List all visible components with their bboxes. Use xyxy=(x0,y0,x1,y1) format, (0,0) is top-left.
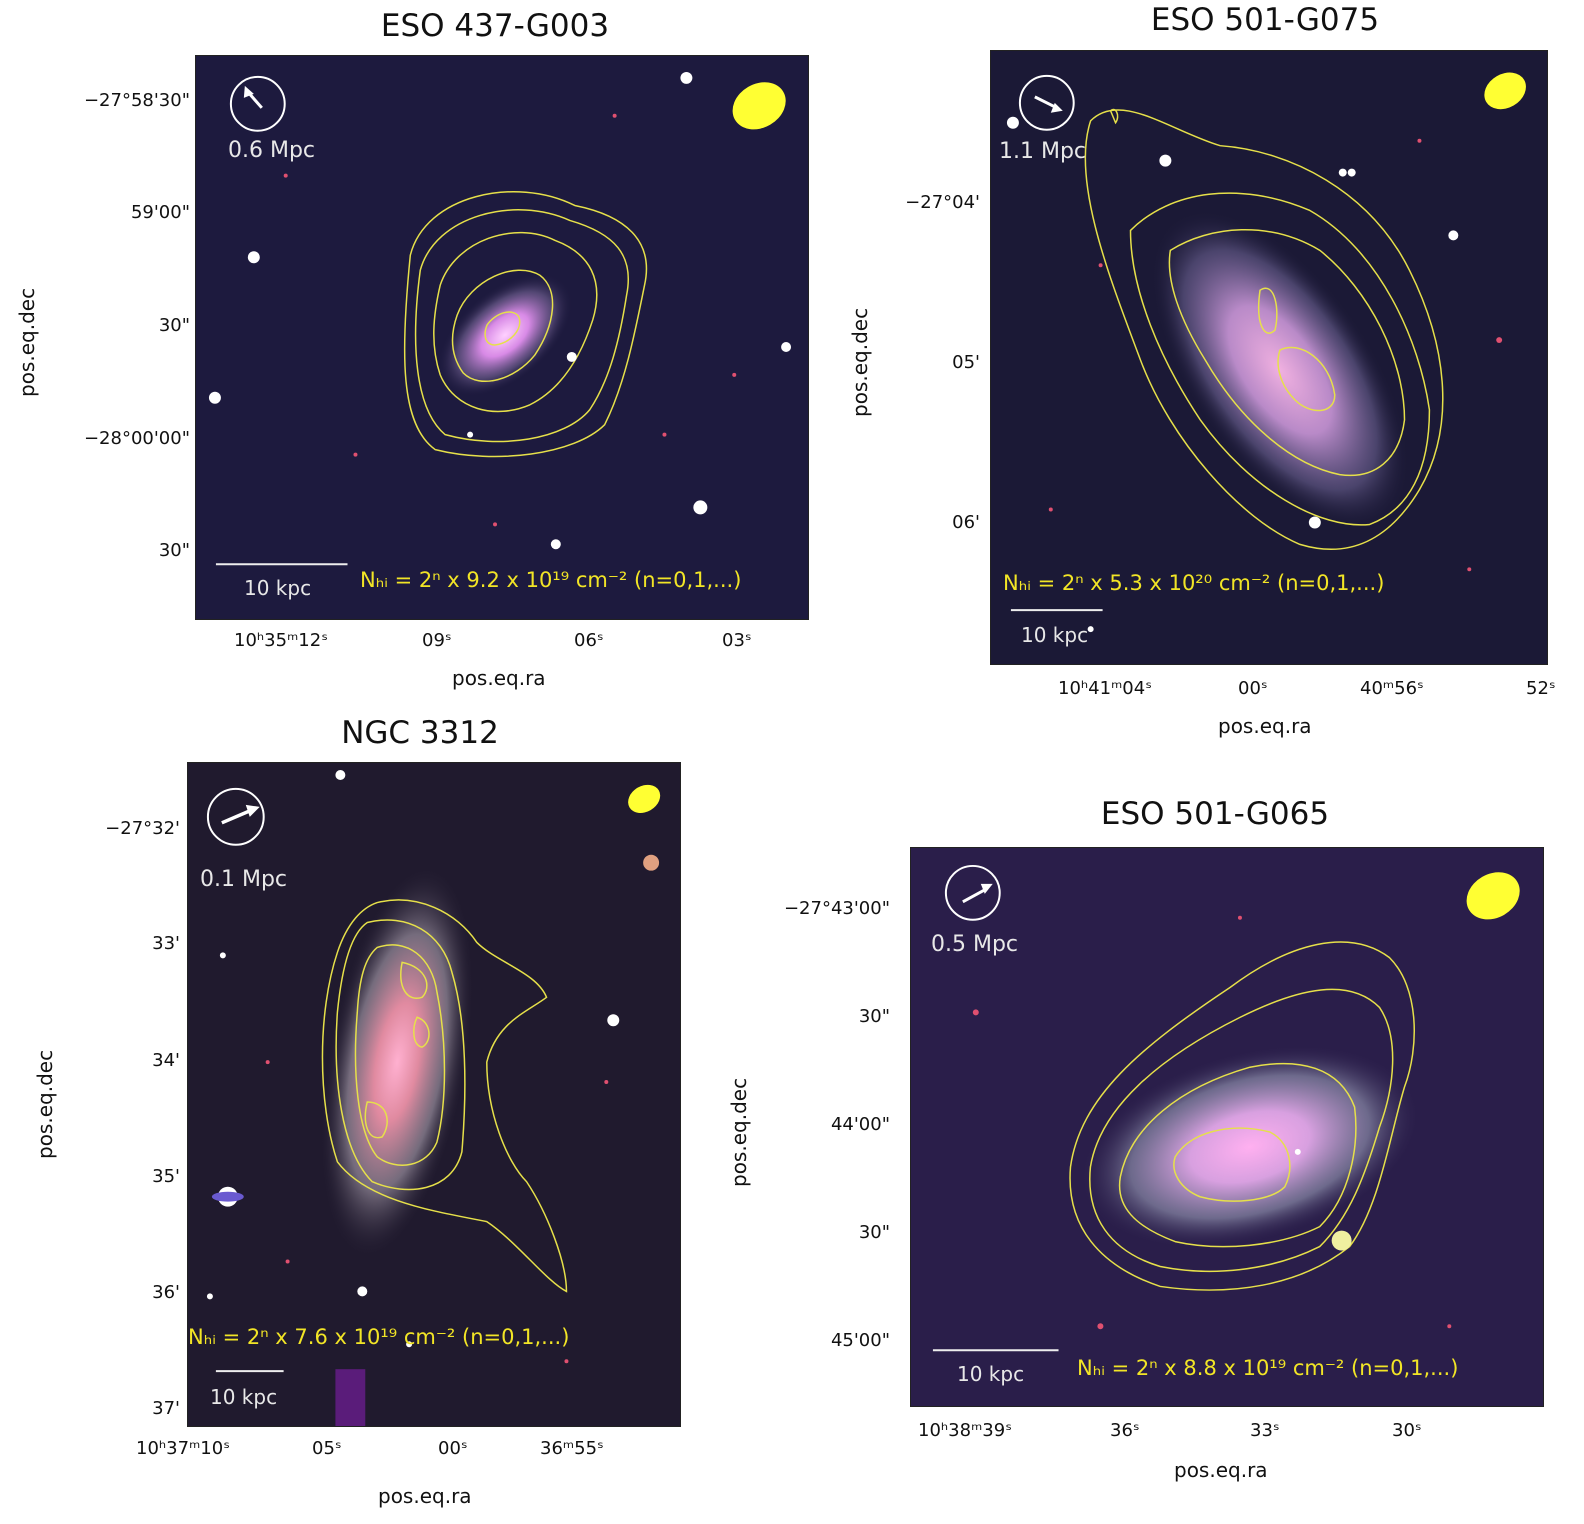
distance-label: 0.1 Mpc xyxy=(200,867,288,892)
y-tick-label: 59'00" xyxy=(130,202,190,223)
x-tick-label: 00ˢ xyxy=(438,1438,468,1459)
y-tick-label: −27°04' xyxy=(905,192,980,213)
x-tick-label: 52ˢ xyxy=(1526,678,1556,699)
x-tick-label: 06ˢ xyxy=(574,630,604,651)
y-tick-label: 36' xyxy=(152,1282,180,1303)
sky-image: 0.6 Mpc 10 kpc Nₕᵢ = 2ⁿ x 9.2 x 10¹⁹ cm⁻… xyxy=(195,55,809,620)
panel-title: ESO 437-G003 xyxy=(380,8,610,44)
x-axis-label: pos.eq.ra xyxy=(378,1484,472,1508)
x-tick-label: 05ˢ xyxy=(312,1438,342,1459)
y-tick-label: −27°58'30" xyxy=(83,90,190,111)
y-axis-label: pos.eq.dec xyxy=(15,287,39,397)
galaxy-image xyxy=(1006,72,1526,633)
x-tick-label: 33ˢ xyxy=(1250,1420,1280,1441)
compass-icon xyxy=(206,787,265,846)
beam-ellipse xyxy=(1466,872,1520,920)
x-tick-label: 36ˢ xyxy=(1110,1420,1140,1441)
x-tick-label: 30ˢ xyxy=(1392,1420,1422,1441)
y-tick-label: 33' xyxy=(152,933,180,954)
beam-ellipse xyxy=(732,82,786,130)
y-tick-label: 05' xyxy=(952,352,980,373)
nhi-label: Nₕᵢ = 2ⁿ x 8.8 x 10¹⁹ cm⁻² (n=0,1,...) xyxy=(1077,1356,1459,1380)
nhi-label: Nₕᵢ = 2ⁿ x 9.2 x 10¹⁹ cm⁻² (n=0,1,...) xyxy=(360,568,742,592)
beam-ellipse xyxy=(628,784,661,813)
galaxy-image xyxy=(206,769,661,1426)
y-tick-label: 30" xyxy=(858,1006,890,1027)
sky-image: 0.5 Mpc 10 kpc Nₕᵢ = 2ⁿ x 8.8 x 10¹⁹ cm⁻… xyxy=(910,847,1544,1407)
sky-image: 0.1 Mpc Nₕᵢ = 2ⁿ x 7.6 x 10¹⁹ cm⁻² (n=0,… xyxy=(187,762,681,1427)
y-tick-label: 45'00" xyxy=(830,1330,890,1351)
x-tick-label: 36ᵐ55ˢ xyxy=(540,1438,604,1459)
compass-icon xyxy=(1018,74,1075,131)
y-tick-label: 30" xyxy=(858,1222,890,1243)
y-tick-label: 35' xyxy=(152,1166,180,1187)
y-tick-label: 44'00" xyxy=(830,1114,890,1135)
y-tick-label: 37' xyxy=(152,1398,180,1419)
y-tick-label: −27°43'00" xyxy=(783,898,890,919)
panel-title: NGC 3312 xyxy=(341,715,499,751)
x-tick-label: 10ʰ35ᵐ12ˢ xyxy=(234,630,328,651)
y-tick-label: 06' xyxy=(952,512,980,533)
compass-icon xyxy=(944,864,1001,921)
x-tick-label: 10ʰ37ᵐ10ˢ xyxy=(136,1438,230,1459)
scale-bar-label: 10 kpc xyxy=(1021,623,1089,647)
nhi-label: Nₕᵢ = 2ⁿ x 7.6 x 10¹⁹ cm⁻² (n=0,1,...) xyxy=(188,1325,570,1349)
panel-title: ESO 501-G075 xyxy=(1150,2,1380,38)
beam-ellipse xyxy=(1484,72,1526,110)
nhi-label: Nₕᵢ = 2ⁿ x 5.3 x 10²⁰ cm⁻² (n=0,1,...) xyxy=(1003,571,1385,595)
x-tick-label: 10ʰ41ᵐ04ˢ xyxy=(1058,678,1152,699)
distance-label: 0.6 Mpc xyxy=(228,138,316,163)
compass-icon xyxy=(229,75,286,132)
y-tick-label: −27°32' xyxy=(105,818,180,839)
y-tick-label: 34' xyxy=(152,1050,180,1071)
x-tick-label: 09ˢ xyxy=(422,630,452,651)
sky-image: 1.1 Mpc Nₕᵢ = 2ⁿ x 5.3 x 10²⁰ cm⁻² (n=0,… xyxy=(990,50,1548,665)
panel-title: ESO 501-G065 xyxy=(1100,796,1330,832)
galaxy-image xyxy=(208,71,792,566)
distance-label: 1.1 Mpc xyxy=(999,139,1087,164)
galaxy-image xyxy=(932,864,1520,1352)
y-tick-label: 30" xyxy=(158,315,190,336)
x-tick-label: 40ᵐ56ˢ xyxy=(1360,678,1424,699)
scale-bar-label: 10 kpc xyxy=(957,1362,1025,1386)
distance-label: 0.5 Mpc xyxy=(931,932,1019,957)
scale-bar-label: 10 kpc xyxy=(244,576,312,600)
artifact-bar xyxy=(335,1369,366,1426)
x-tick-label: 00ˢ xyxy=(1238,678,1268,699)
x-axis-label: pos.eq.ra xyxy=(452,666,546,690)
x-tick-label: 10ʰ38ᵐ39ˢ xyxy=(918,1420,1012,1441)
y-tick-label: −28°00'00" xyxy=(83,428,190,449)
x-axis-label: pos.eq.ra xyxy=(1174,1458,1268,1482)
scale-bar-label: 10 kpc xyxy=(210,1385,278,1409)
x-tick-label: 03ˢ xyxy=(722,630,752,651)
x-axis-label: pos.eq.ra xyxy=(1218,714,1312,738)
y-tick-label: 30" xyxy=(158,540,190,561)
